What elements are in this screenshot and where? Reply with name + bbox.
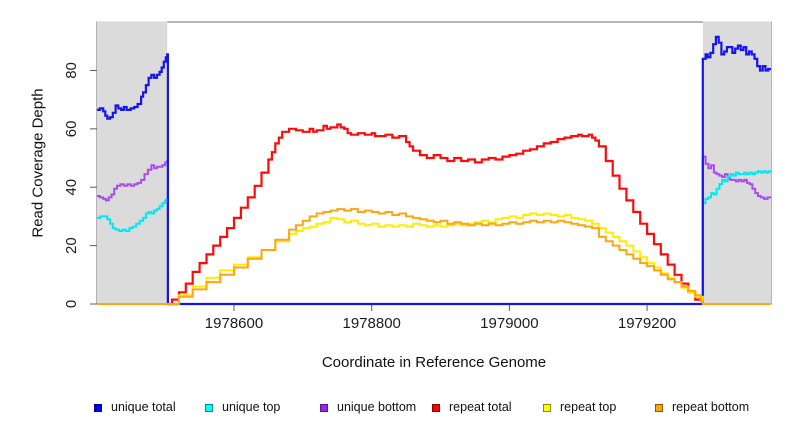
y-tick-label: 60: [63, 121, 80, 138]
x-tick-label: 1979200: [618, 315, 676, 332]
x-tick-label: 1978600: [205, 315, 263, 332]
series-unique-bottom: [97, 155, 771, 305]
y-tick-label: 20: [63, 237, 80, 254]
y-tick-label: 40: [63, 179, 80, 196]
series-repeat-bottom: [97, 208, 771, 305]
plot-box: [96, 21, 772, 305]
series-unique-total: [97, 35, 771, 306]
x-axis-title: Coordinate in Reference Genome: [321, 354, 547, 371]
x-tick-label: 1979000: [480, 315, 538, 332]
shaded-region: [97, 21, 168, 305]
y-tick-label: 80: [63, 62, 80, 79]
y-axis-title: Read Coverage Depth: [29, 88, 47, 238]
y-tick-label: 0: [63, 300, 80, 308]
series-unique-top: [97, 170, 771, 305]
shaded-region: [702, 21, 771, 305]
x-tick-label: 1978800: [342, 315, 400, 332]
series-repeat-total: [167, 123, 704, 306]
